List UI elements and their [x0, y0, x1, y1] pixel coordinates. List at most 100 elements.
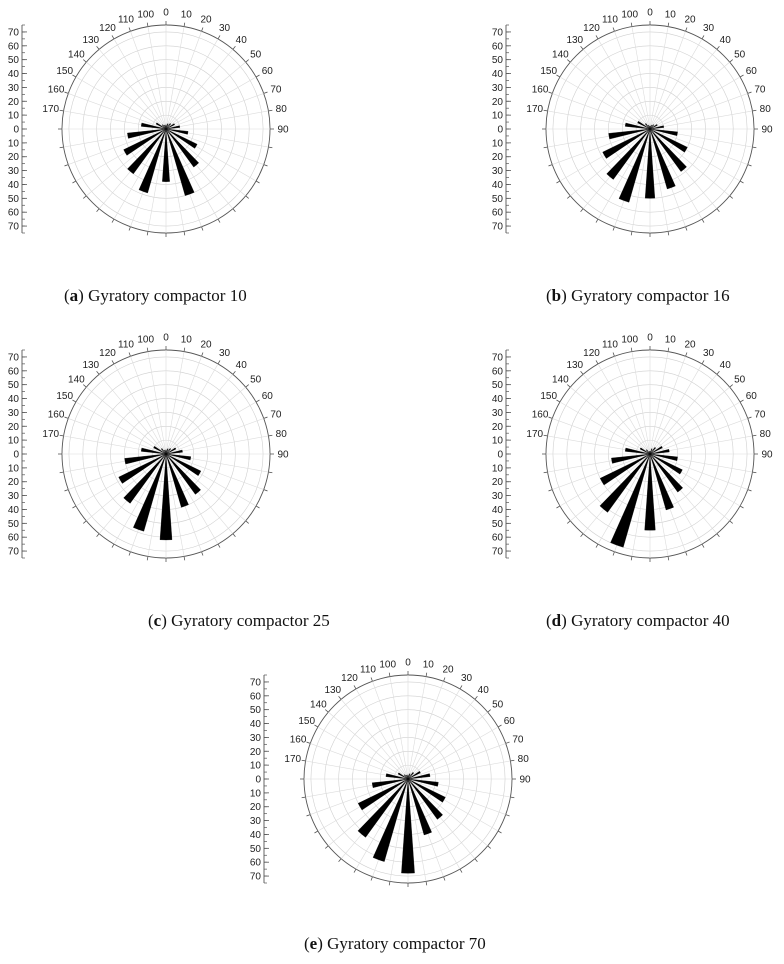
- angle-label-c: 120: [99, 348, 116, 359]
- angle-tick-a: [255, 74, 260, 78]
- angle-tick-c: [217, 543, 221, 548]
- bar-e-150: [397, 772, 409, 780]
- bar-b-160: [644, 123, 651, 130]
- panel-b: 0 10 20 30 40 50 60 70 80 90 100 110 120 130 140 150 160…: [488, 4, 773, 314]
- bar-a-70: [165, 128, 199, 168]
- grid-spoke-b: [559, 76, 651, 130]
- angle-tick-e: [425, 881, 428, 886]
- angle-label-d: 30: [703, 348, 715, 359]
- angle-tick-e: [388, 672, 391, 677]
- angle-tick-c: [201, 352, 204, 357]
- angle-tick-c: [64, 416, 69, 419]
- grid-spoke-a: [165, 76, 257, 130]
- angle-tick-b: [729, 59, 733, 63]
- grid-spoke-d: [597, 453, 651, 545]
- grid-spoke-a: [165, 61, 246, 130]
- angle-label-e: 100: [379, 659, 396, 670]
- grid-spoke-e: [389, 676, 409, 780]
- radial-tick-label-d: 70: [492, 547, 504, 558]
- angle-tick-b: [716, 208, 720, 212]
- bar-e-60: [407, 778, 446, 803]
- bar-d-170: [648, 451, 651, 455]
- grid-spoke-c: [165, 356, 202, 455]
- angle-tick-b: [580, 208, 584, 212]
- angle-label-d: 60: [746, 391, 758, 402]
- angle-label-c: 50: [250, 374, 262, 385]
- bar-a-110: [127, 128, 167, 175]
- grid-spoke-b: [582, 49, 651, 130]
- grid-spoke-b: [597, 128, 651, 220]
- angle-label-a: 120: [99, 23, 116, 34]
- angle-label-a: 140: [68, 49, 85, 60]
- angle-label-a: 90: [277, 125, 289, 136]
- bar-d-150: [639, 447, 651, 455]
- angle-tick-e: [314, 830, 319, 834]
- angle-tick-d: [580, 371, 584, 375]
- angle-tick-b: [752, 109, 757, 112]
- bar-d-40: [649, 449, 670, 455]
- grid-spoke-e: [310, 778, 409, 815]
- radial-tick-label-d: 50: [492, 519, 504, 530]
- angle-tick-c: [183, 556, 186, 561]
- bar-b-60: [649, 128, 688, 153]
- bar-c-20: [165, 448, 172, 455]
- grid-spoke-c: [165, 374, 234, 455]
- angle-tick-b: [595, 35, 599, 40]
- radial-tick-label-b: 0: [497, 125, 503, 136]
- grid-spoke-d: [597, 363, 651, 455]
- grid-spoke-e: [372, 681, 409, 780]
- grid-spoke-d: [649, 453, 748, 490]
- radial-tick-label-a: 50: [8, 55, 20, 66]
- angle-tick-b: [747, 164, 752, 167]
- radial-tick-label-e: 10: [250, 761, 262, 772]
- angle-tick-e: [497, 724, 502, 728]
- angle-tick-d: [595, 360, 599, 365]
- angle-tick-e: [487, 709, 491, 713]
- angle-tick-d: [701, 360, 705, 365]
- bar-a-100: [138, 128, 167, 194]
- angle-label-e: 140: [310, 699, 327, 710]
- angle-tick-c: [183, 347, 186, 352]
- bar-c-100: [133, 453, 167, 532]
- angle-label-b: 70: [754, 84, 766, 95]
- angle-tick-d: [543, 471, 548, 474]
- grid-spoke-c: [113, 363, 167, 455]
- bar-c-70: [165, 453, 201, 495]
- angle-tick-c: [268, 471, 273, 474]
- angle-tick-e: [325, 845, 329, 849]
- angle-tick-d: [667, 556, 670, 561]
- angle-tick-d: [739, 399, 744, 403]
- angle-tick-c: [111, 360, 115, 365]
- bar-b-20: [649, 124, 655, 130]
- bar-d-100: [610, 453, 651, 548]
- radial-tick-label-c: 70: [8, 547, 20, 558]
- bar-c-170: [164, 449, 167, 455]
- angle-tick-c: [255, 505, 260, 509]
- bar-a-60: [165, 128, 198, 149]
- grid-spoke-c: [86, 453, 167, 522]
- bar-a-40: [165, 125, 180, 130]
- angle-tick-b: [612, 226, 615, 231]
- angle-label-c: 130: [82, 360, 99, 371]
- polar-chart-c: 0 10 2030405060708090100110120130140150160…: [8, 333, 289, 562]
- caption-e-letter: e: [309, 934, 318, 953]
- angle-tick-d: [716, 371, 720, 375]
- caption-b: (b) Gyratory compactor 16: [546, 286, 730, 305]
- angle-tick-a: [245, 59, 249, 63]
- grid-spoke-b: [597, 38, 651, 130]
- angle-label-d: 140: [552, 374, 569, 385]
- angle-tick-e: [474, 696, 478, 700]
- grid-spoke-d: [559, 401, 651, 455]
- bar-d-160: [645, 449, 651, 455]
- grid-spoke-c: [86, 386, 167, 455]
- angle-tick-b: [567, 195, 571, 199]
- angle-tick-b: [556, 180, 561, 184]
- angle-tick-a: [96, 46, 100, 50]
- angle-label-b: 170: [526, 104, 543, 115]
- grid-spoke-c: [165, 453, 264, 490]
- angle-tick-b: [612, 27, 615, 32]
- angle-tick-c: [232, 371, 236, 375]
- angle-label-c: 10: [181, 334, 193, 345]
- angle-tick-e: [388, 881, 391, 886]
- caption-d-letter: d: [551, 611, 562, 630]
